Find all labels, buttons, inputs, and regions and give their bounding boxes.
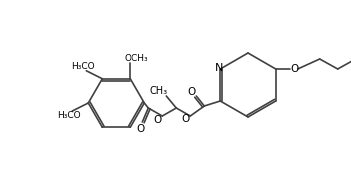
- Text: O: O: [136, 124, 144, 134]
- Text: O: O: [153, 115, 161, 125]
- Text: O: O: [187, 87, 196, 97]
- Text: H₃CO: H₃CO: [58, 110, 81, 120]
- Text: H₃CO: H₃CO: [72, 62, 95, 71]
- Text: OCH₃: OCH₃: [125, 54, 148, 63]
- Text: CH₃: CH₃: [149, 86, 167, 96]
- Text: O: O: [291, 64, 299, 74]
- Text: N: N: [215, 63, 224, 73]
- Text: O: O: [181, 114, 190, 124]
